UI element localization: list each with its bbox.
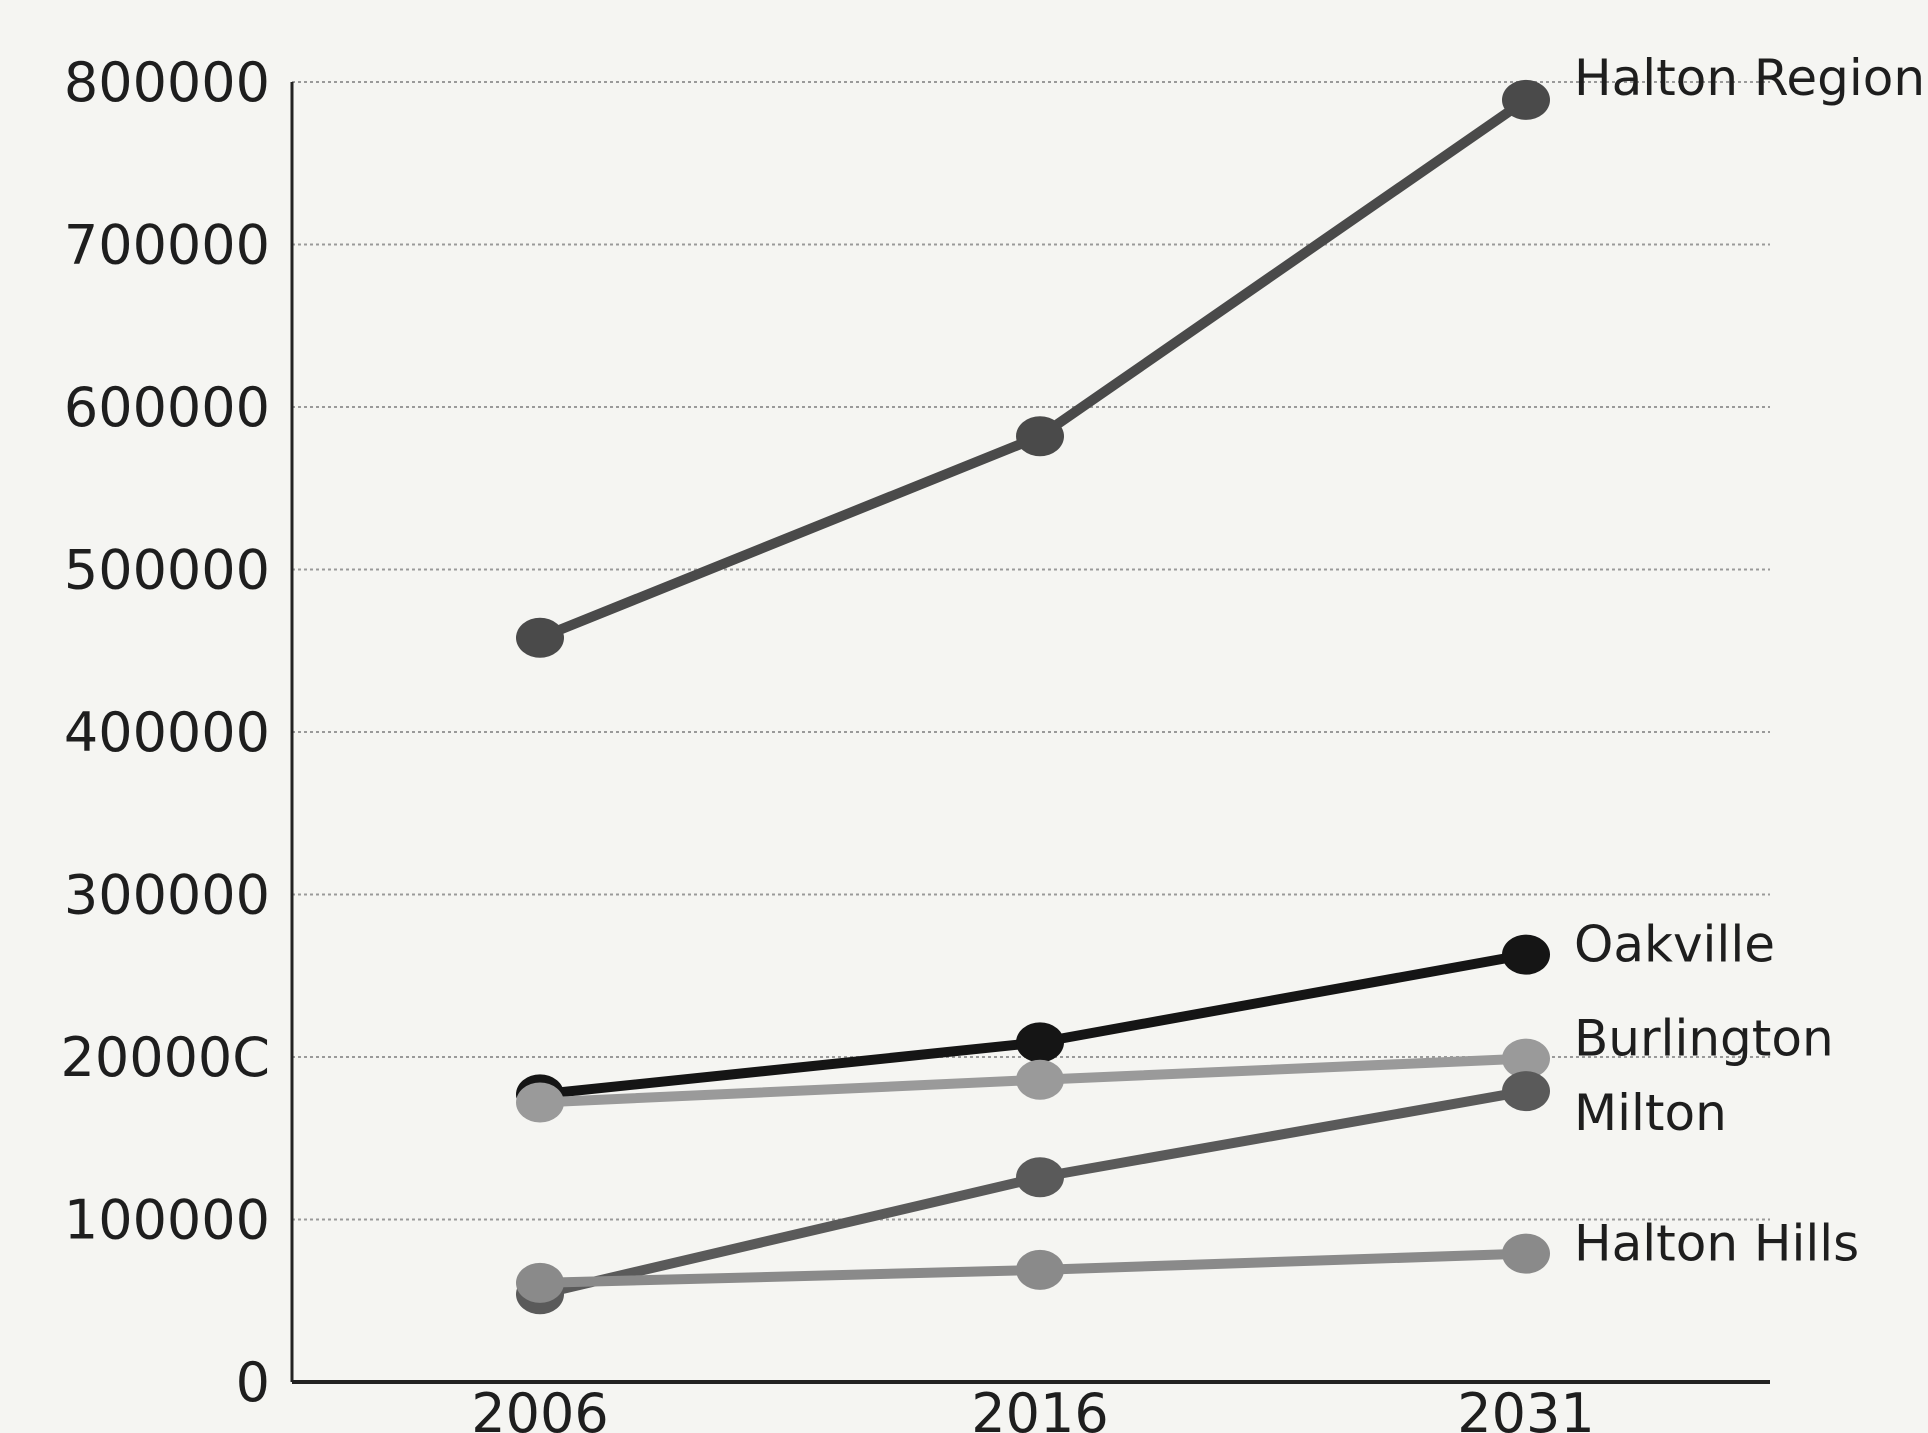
series-label-milton: Milton [1574, 1084, 1727, 1142]
x-tick-labels: 2006 2016 2031 [471, 1382, 1594, 1433]
data-point-halton-hills-2016 [1016, 1249, 1064, 1290]
y-tick-label: 700000 [64, 214, 270, 277]
data-point-milton-2031 [1502, 1071, 1550, 1112]
data-point-burlington-2031 [1502, 1038, 1550, 1079]
y-tick-labels: 0 100000 20000C 300000 400000 500000 600000 700… [61, 51, 271, 1414]
data-point-oakville-2031 [1502, 934, 1550, 975]
data-point-halton-region-2031 [1502, 79, 1550, 120]
y-tick-label: 400000 [64, 701, 270, 764]
series-burlington [516, 1038, 1550, 1123]
series-label-oakville: Oakville [1574, 916, 1775, 974]
x-tick-label: 2016 [971, 1382, 1108, 1433]
data-point-halton-hills-2006 [516, 1262, 564, 1303]
series-line-halton-region [535, 94, 1531, 643]
data-point-burlington-2016 [1016, 1059, 1064, 1100]
y-tick-label: 500000 [64, 539, 270, 602]
series-label-halton-hills: Halton Hills [1574, 1215, 1859, 1273]
data-point-halton-region-2016 [1016, 416, 1064, 457]
y-tick-label: 20000C [61, 1026, 271, 1089]
data-point-halton-hills-2031 [1502, 1233, 1550, 1274]
series-labels: Halton Region Oakville Burlington Milton Hal… [1574, 49, 1925, 1273]
series-label-halton-region: Halton Region [1574, 49, 1925, 107]
data-point-oakville-2016 [1016, 1022, 1064, 1063]
data-point-milton-2016 [1016, 1157, 1064, 1198]
axes [290, 82, 1770, 1384]
series-halton-hills [516, 1233, 1550, 1303]
y-tick-label: 0 [236, 1351, 270, 1414]
series-label-burlington: Burlington [1574, 1010, 1834, 1068]
data-point-burlington-2006 [516, 1082, 564, 1123]
x-tick-label: 2031 [1457, 1382, 1594, 1433]
y-tick-label: 800000 [64, 51, 270, 114]
data-point-halton-region-2006 [516, 617, 564, 658]
y-tick-label: 300000 [64, 864, 270, 927]
series-lines [516, 79, 1550, 1315]
y-tick-label: 100000 [64, 1189, 270, 1252]
series-halton-region [516, 79, 1550, 658]
grid-lines [292, 81, 1770, 1221]
x-tick-label: 2006 [471, 1382, 608, 1433]
y-tick-label: 600000 [64, 376, 270, 439]
